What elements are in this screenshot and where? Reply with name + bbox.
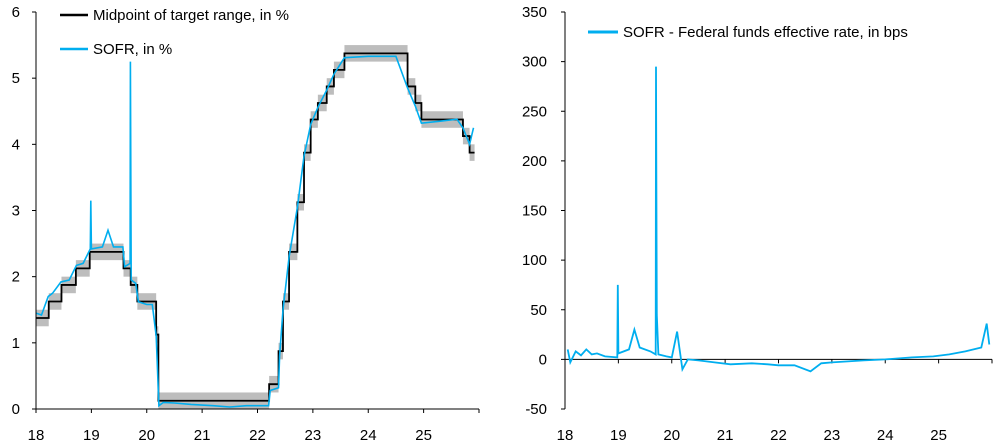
spread-series-line: [566, 66, 991, 373]
y-tick-label: 4: [12, 136, 20, 153]
y-tick-label: 200: [522, 153, 547, 170]
y-tick-label: 300: [522, 54, 547, 71]
x-tick-label: 19: [610, 427, 627, 444]
x-tick-label: 21: [194, 427, 211, 444]
spread-line-layer: [566, 66, 991, 373]
x-tick-label: 20: [138, 427, 155, 444]
midpoint-line-layer: [36, 52, 475, 402]
y-tick-label: 100: [522, 252, 547, 269]
y-tick-label: 3: [12, 203, 20, 220]
x-tick-label: 25: [415, 427, 432, 444]
y-tick-label: 350: [522, 4, 547, 21]
sofr-line-layer: [35, 55, 475, 408]
chart-right: -50 0 50 100 150 200 250 300 350 18 19 20 21 22 23 24 25…: [522, 4, 993, 444]
y-tick-label: 50: [530, 302, 547, 319]
y-tick-label: 1: [12, 335, 20, 352]
x-tick-label: 22: [770, 427, 787, 444]
y-tick-label: 2: [12, 269, 20, 286]
x-tick-label: 24: [877, 427, 894, 444]
sofr-series-line: [35, 55, 475, 408]
x-tick-label: 25: [930, 427, 947, 444]
axes-layer: -50 0 50 100 150 200 250 300 350 18 19 20 21 22 23 24 25: [522, 4, 993, 444]
legend-sofr-label: SOFR, in %: [93, 41, 172, 58]
y-tick-label: 250: [522, 103, 547, 120]
y-tick-label: 6: [12, 4, 20, 21]
x-tick-label: 24: [360, 427, 377, 444]
x-tick-label: 21: [717, 427, 734, 444]
y-tick-label: 0: [12, 401, 20, 418]
legend-right: SOFR - Federal funds effective rate, in …: [588, 24, 908, 41]
x-tick-label: 18: [28, 427, 45, 444]
y-tick-label: 0: [539, 351, 547, 368]
legend-left: Midpoint of target range, in % SOFR, in …: [60, 7, 289, 58]
legend-midpoint-label: Midpoint of target range, in %: [93, 7, 289, 24]
x-tick-label: 23: [305, 427, 322, 444]
midpoint-series-line: [36, 52, 475, 402]
legend-spread-label: SOFR - Federal funds effective rate, in …: [623, 24, 908, 41]
x-tick-label: 19: [83, 427, 100, 444]
x-tick-label: 23: [824, 427, 841, 444]
y-tick-label: 5: [12, 70, 20, 87]
x-tick-label: 22: [249, 427, 266, 444]
x-tick-label: 18: [557, 427, 574, 444]
target-range-band-layer: [36, 45, 475, 409]
x-tick-label: 20: [663, 427, 680, 444]
y-tick-label: -50: [525, 401, 547, 418]
y-tick-label: 150: [522, 203, 547, 220]
